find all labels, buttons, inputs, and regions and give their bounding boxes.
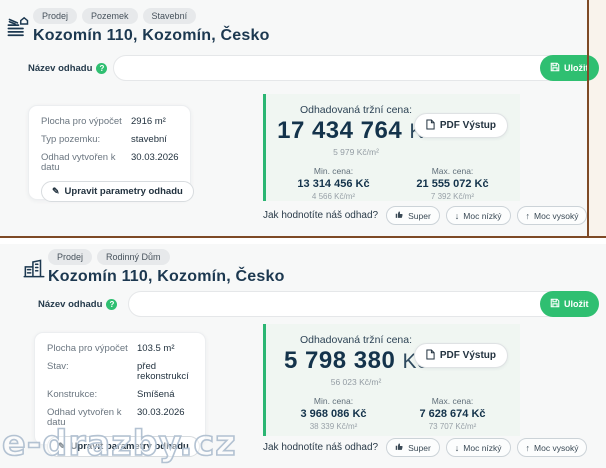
- detail-value: stavební: [131, 134, 167, 145]
- min-price-block: Min. cena: 3 968 086 Kč 38 339 Kč/m²: [300, 396, 367, 431]
- arrow-up-icon: ↑: [525, 442, 531, 453]
- thumb-up-icon: [395, 442, 404, 453]
- estimate-heading: Odhadovaná tržní cena:: [299, 334, 413, 346]
- detail-row: Stav: před rekonstrukcí: [47, 362, 193, 382]
- pencil-icon: ✎: [58, 441, 66, 451]
- detail-label: Odhad vytvořen k datu: [47, 407, 122, 428]
- estimate-panel-land: Prodej Pozemek Stavební Kozomín 110, Koz…: [0, 0, 599, 236]
- price-per-m2: 56 023 Kč/m²: [330, 377, 382, 387]
- detail-label: Typ pozemku:: [41, 134, 101, 145]
- rating-row: Jak hodnotíte náš odhad? Super ↓ Moc níz…: [263, 206, 588, 225]
- tag-stavebni: Stavební: [142, 8, 197, 24]
- outer-background: [589, 0, 606, 236]
- detail-value: Smíšená: [137, 389, 175, 400]
- help-icon[interactable]: ?: [96, 63, 108, 74]
- help-icon[interactable]: ?: [106, 299, 118, 310]
- save-icon: [550, 62, 560, 74]
- thumb-up-icon: [395, 210, 404, 221]
- rate-super-button[interactable]: Super: [386, 206, 440, 225]
- detail-row: Plocha pro výpočet 103.5 m²: [47, 344, 193, 354]
- detail-value: 30.03.2026: [131, 152, 179, 163]
- estimate-card: Odhadovaná tržní cena: 17 434 764 Kč 5 9…: [263, 94, 520, 201]
- rate-too-high-button[interactable]: ↑ Moc vysoký: [516, 206, 588, 225]
- detail-label: Konstrukce:: [47, 389, 98, 400]
- arrow-down-icon: ↓: [454, 210, 460, 221]
- save-icon: [550, 298, 560, 310]
- detail-label: Plocha pro výpočet: [41, 116, 122, 127]
- estimate-panel-house: Prodej Rodinný Dům Kozomín 110, Kozomín,…: [0, 244, 606, 468]
- rating-row: Jak hodnotíte náš odhad? Super ↓ Moc níz…: [263, 438, 588, 457]
- tag-prodej: Prodej: [48, 249, 93, 265]
- parameters-card: Plocha pro výpočet 103.5 m² Stav: před r…: [34, 332, 206, 457]
- rating-question: Jak hodnotíte náš odhad?: [263, 442, 379, 453]
- page-title: Kozomín 110, Kozomín, Česko: [48, 268, 285, 285]
- price-per-m2: 5 979 Kč/m²: [333, 147, 379, 157]
- min-max-row: Min. cena: 13 314 456 Kč 4 566 Kč/m² Max…: [266, 166, 520, 201]
- edit-parameters-button[interactable]: ✎ Upravit parametry odhadu: [47, 436, 200, 457]
- detail-row: Plocha pro výpočet 2916 m²: [41, 117, 178, 127]
- detail-row: Odhad vytvořen k datu 30.03.2026: [41, 152, 179, 173]
- building-icon: [21, 255, 47, 286]
- edit-parameters-button[interactable]: ✎ Upravit parametry odhadu: [41, 181, 194, 202]
- rate-too-high-button[interactable]: ↑ Moc vysoký: [516, 438, 588, 457]
- rate-too-low-button[interactable]: ↓ Moc nízký: [445, 438, 511, 457]
- document-icon: [426, 119, 435, 133]
- rate-super-button[interactable]: Super: [386, 438, 440, 457]
- estimate-name-input[interactable]: [128, 291, 575, 317]
- screenshot-frame-border: [587, 0, 589, 238]
- detail-value: 30.03.2026: [137, 407, 185, 418]
- detail-row: Konstrukce: Smíšená: [47, 390, 193, 400]
- estimate-card: Odhadovaná tržní cena: 5 798 380 Kč 56 0…: [263, 324, 520, 436]
- parameters-card: Plocha pro výpočet 2916 m² Typ pozemku: …: [28, 105, 194, 202]
- max-price-block: Max. cena: 7 628 674 Kč 73 707 Kč/m²: [419, 396, 486, 431]
- estimate-heading: Odhadovaná tržní cena:: [299, 104, 413, 116]
- tag-pozemek: Pozemek: [82, 8, 138, 24]
- estimate-name-input[interactable]: [113, 55, 575, 81]
- detail-label: Plocha pro výpočet: [47, 343, 128, 354]
- save-button[interactable]: Uložit: [540, 55, 599, 81]
- detail-value: 103.5 m²: [137, 343, 175, 354]
- page-title: Kozomín 110, Kozomín, Česko: [33, 27, 270, 44]
- tag-row: Prodej Rodinný Dům: [48, 249, 170, 265]
- tag-row: Prodej Pozemek Stavební: [33, 8, 197, 24]
- estimate-name-label: Název odhadu ?: [38, 299, 118, 310]
- tag-rodinny-dum: Rodinný Dům: [97, 249, 170, 265]
- pdf-output-button[interactable]: PDF Výstup: [413, 113, 508, 138]
- parcel-icon: [5, 15, 32, 47]
- rate-too-low-button[interactable]: ↓ Moc nízký: [445, 206, 511, 225]
- detail-label: Odhad vytvořen k datu: [41, 152, 116, 173]
- rating-question: Jak hodnotíte náš odhad?: [263, 210, 379, 221]
- tag-prodej: Prodej: [33, 8, 78, 24]
- detail-value: před rekonstrukcí: [137, 361, 189, 382]
- min-max-row: Min. cena: 3 968 086 Kč 38 339 Kč/m² Max…: [266, 396, 520, 431]
- pdf-output-button[interactable]: PDF Výstup: [413, 343, 508, 368]
- arrow-down-icon: ↓: [454, 442, 460, 453]
- detail-label: Stav:: [47, 361, 69, 372]
- arrow-up-icon: ↑: [525, 210, 531, 221]
- min-price-block: Min. cena: 13 314 456 Kč 4 566 Kč/m²: [297, 166, 370, 201]
- max-price-block: Max. cena: 21 555 072 Kč 7 392 Kč/m²: [416, 166, 489, 201]
- detail-value: 2916 m²: [131, 116, 166, 127]
- screenshot-frame-border: [0, 236, 606, 238]
- estimate-name-label: Název odhadu ?: [28, 63, 108, 74]
- detail-row: Odhad vytvořen k datu 30.03.2026: [47, 408, 193, 428]
- save-button[interactable]: Uložit: [540, 291, 599, 317]
- pencil-icon: ✎: [52, 186, 60, 196]
- document-icon: [426, 349, 435, 363]
- detail-row: Typ pozemku: stavební: [41, 135, 178, 145]
